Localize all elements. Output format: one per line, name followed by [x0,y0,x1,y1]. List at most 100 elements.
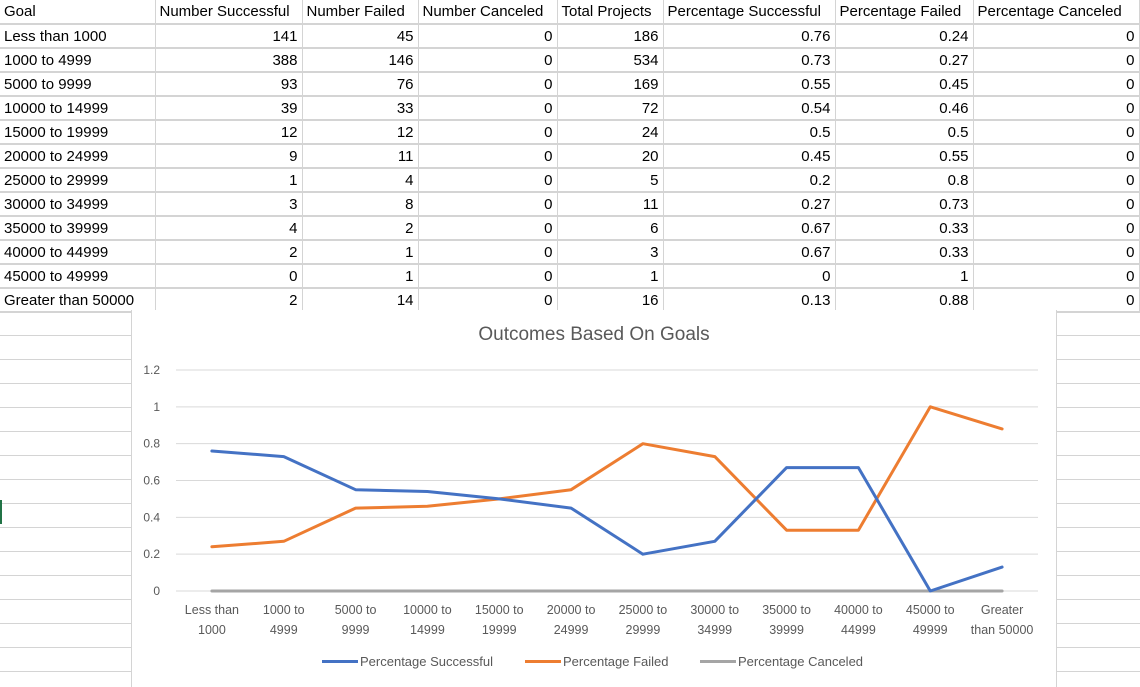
goal-cell[interactable]: 45000 to 49999 [0,264,156,289]
header-cell[interactable]: Total Projects [557,0,664,25]
value-cell[interactable]: 2 [155,288,303,313]
value-cell[interactable]: 0.45 [835,72,974,97]
value-cell[interactable]: 0 [973,24,1140,49]
value-cell[interactable]: 1 [155,168,303,193]
header-cell[interactable]: Percentage Failed [835,0,974,25]
goal-cell[interactable]: 30000 to 34999 [0,192,156,217]
value-cell[interactable]: 12 [155,120,303,145]
value-cell[interactable]: 0.33 [835,240,974,265]
value-cell[interactable]: 0 [973,264,1140,289]
value-cell[interactable]: 1 [302,240,419,265]
header-cell[interactable]: Percentage Canceled [973,0,1140,25]
goal-cell[interactable]: 40000 to 44999 [0,240,156,265]
value-cell[interactable]: 4 [302,168,419,193]
value-cell[interactable]: 0 [418,192,558,217]
value-cell[interactable]: 388 [155,48,303,73]
value-cell[interactable]: 0 [973,288,1140,313]
value-cell[interactable]: 11 [302,144,419,169]
value-cell[interactable]: 0 [418,120,558,145]
value-cell[interactable]: 2 [155,240,303,265]
value-cell[interactable]: 0.55 [835,144,974,169]
goal-cell[interactable]: Less than 1000 [0,24,156,49]
value-cell[interactable]: 0.55 [663,72,836,97]
value-cell[interactable]: 16 [557,288,664,313]
value-cell[interactable]: 0.67 [663,216,836,241]
header-cell[interactable]: Goal [0,0,156,25]
value-cell[interactable]: 24 [557,120,664,145]
legend-item[interactable]: Percentage Canceled [700,654,863,669]
value-cell[interactable]: 0 [418,168,558,193]
value-cell[interactable]: 0.33 [835,216,974,241]
goal-cell[interactable]: 20000 to 24999 [0,144,156,169]
value-cell[interactable]: 93 [155,72,303,97]
value-cell[interactable]: 0 [418,144,558,169]
value-cell[interactable]: 76 [302,72,419,97]
value-cell[interactable]: 20 [557,144,664,169]
value-cell[interactable]: 0.54 [663,96,836,121]
legend-item[interactable]: Percentage Successful [322,654,493,669]
value-cell[interactable]: 146 [302,48,419,73]
value-cell[interactable]: 0.24 [835,24,974,49]
value-cell[interactable]: 3 [155,192,303,217]
header-cell[interactable]: Percentage Successful [663,0,836,25]
value-cell[interactable]: 534 [557,48,664,73]
value-cell[interactable]: 0.73 [835,192,974,217]
value-cell[interactable]: 0.27 [835,48,974,73]
value-cell[interactable]: 0 [418,96,558,121]
value-cell[interactable]: 0 [418,240,558,265]
value-cell[interactable]: 8 [302,192,419,217]
value-cell[interactable]: 0 [418,264,558,289]
value-cell[interactable]: 0.8 [835,168,974,193]
value-cell[interactable]: 72 [557,96,664,121]
value-cell[interactable]: 33 [302,96,419,121]
value-cell[interactable]: 1 [835,264,974,289]
header-cell[interactable]: Number Failed [302,0,419,25]
value-cell[interactable]: 0 [418,216,558,241]
value-cell[interactable]: 11 [557,192,664,217]
value-cell[interactable]: 0.73 [663,48,836,73]
value-cell[interactable]: 0 [973,120,1140,145]
header-cell[interactable]: Number Successful [155,0,303,25]
legend-item[interactable]: Percentage Failed [525,654,669,669]
value-cell[interactable]: 45 [302,24,419,49]
value-cell[interactable]: 3 [557,240,664,265]
value-cell[interactable]: 0.13 [663,288,836,313]
value-cell[interactable]: 0 [973,96,1140,121]
value-cell[interactable]: 0 [418,288,558,313]
line-chart[interactable]: Outcomes Based On Goals 0 0.2 0.4 0.6 0.8 1 1.… [132,310,1056,687]
value-cell[interactable]: 0.46 [835,96,974,121]
value-cell[interactable]: 0.5 [835,120,974,145]
goal-cell[interactable]: 35000 to 39999 [0,216,156,241]
value-cell[interactable]: 0 [418,24,558,49]
value-cell[interactable]: 0 [155,264,303,289]
value-cell[interactable]: 0 [973,144,1140,169]
value-cell[interactable]: 0 [973,240,1140,265]
goal-cell[interactable]: 5000 to 9999 [0,72,156,97]
value-cell[interactable]: 0.67 [663,240,836,265]
goal-cell[interactable]: 15000 to 19999 [0,120,156,145]
value-cell[interactable]: 0 [418,72,558,97]
value-cell[interactable]: 0.88 [835,288,974,313]
value-cell[interactable]: 9 [155,144,303,169]
header-cell[interactable]: Number Canceled [418,0,558,25]
value-cell[interactable]: 2 [302,216,419,241]
value-cell[interactable]: 0.27 [663,192,836,217]
value-cell[interactable]: 4 [155,216,303,241]
value-cell[interactable]: 0.2 [663,168,836,193]
value-cell[interactable]: 0 [418,48,558,73]
value-cell[interactable]: 0 [973,48,1140,73]
value-cell[interactable]: 39 [155,96,303,121]
value-cell[interactable]: 14 [302,288,419,313]
value-cell[interactable]: 1 [557,264,664,289]
value-cell[interactable]: 0 [663,264,836,289]
value-cell[interactable]: 5 [557,168,664,193]
value-cell[interactable]: 6 [557,216,664,241]
value-cell[interactable]: 141 [155,24,303,49]
goal-cell[interactable]: 1000 to 4999 [0,48,156,73]
goal-cell[interactable]: 25000 to 29999 [0,168,156,193]
value-cell[interactable]: 0.45 [663,144,836,169]
value-cell[interactable]: 169 [557,72,664,97]
value-cell[interactable]: 0 [973,168,1140,193]
goal-cell[interactable]: Greater than 50000 [0,288,156,313]
value-cell[interactable]: 186 [557,24,664,49]
